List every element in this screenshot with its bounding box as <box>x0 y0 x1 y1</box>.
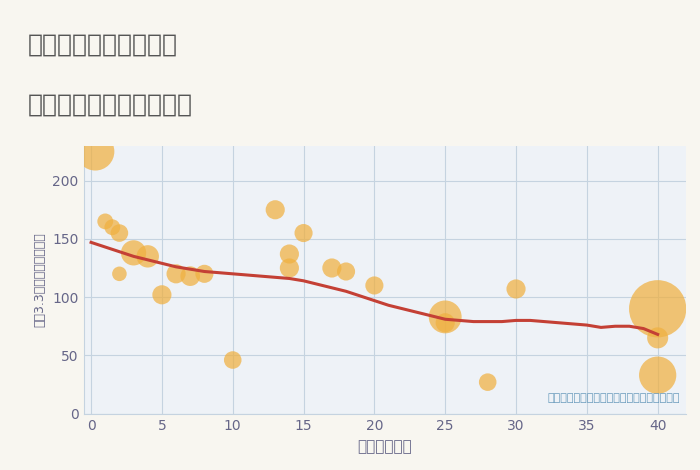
Text: 円の大きさは、取引のあった物件面積を示す: 円の大きさは、取引のあった物件面積を示す <box>547 393 680 403</box>
Point <box>298 229 309 237</box>
Point <box>652 334 664 342</box>
Point <box>652 371 664 379</box>
Point <box>90 148 101 155</box>
Point <box>128 249 139 257</box>
Point <box>227 356 238 364</box>
Text: 築年数別中古戸建て価格: 築年数別中古戸建て価格 <box>28 92 193 116</box>
Point <box>510 285 522 293</box>
Point <box>114 229 125 237</box>
Point <box>199 270 210 278</box>
Point <box>440 313 451 321</box>
Point <box>114 270 125 278</box>
X-axis label: 築年数（年）: 築年数（年） <box>358 439 412 454</box>
Point <box>340 268 351 275</box>
Text: 兵庫県西宮市北口町の: 兵庫県西宮市北口町の <box>28 33 178 57</box>
Point <box>171 270 182 278</box>
Point <box>440 319 451 327</box>
Point <box>284 264 295 272</box>
Point <box>106 223 118 231</box>
Point <box>369 282 380 289</box>
Point <box>156 291 167 298</box>
Point <box>142 252 153 260</box>
Point <box>284 250 295 258</box>
Point <box>482 378 493 386</box>
Point <box>652 305 664 313</box>
Y-axis label: 坪（3.3㎡）単価（万円）: 坪（3.3㎡）単価（万円） <box>34 232 46 327</box>
Point <box>326 264 337 272</box>
Point <box>99 218 111 225</box>
Point <box>270 206 281 213</box>
Point <box>185 273 196 280</box>
